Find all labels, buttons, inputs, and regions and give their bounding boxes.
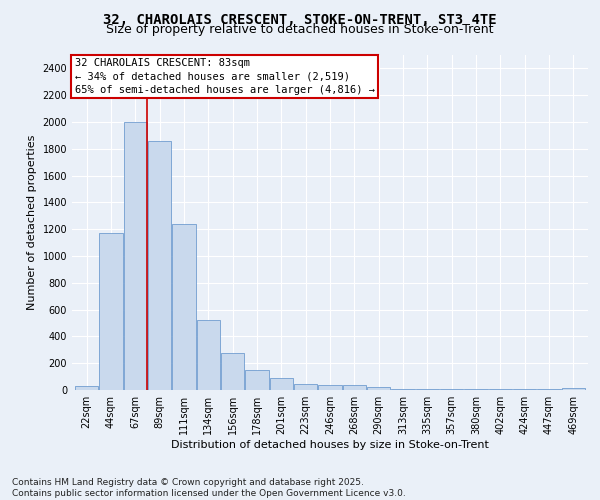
Bar: [343, 386, 366, 390]
Bar: [319, 384, 341, 390]
Text: 32 CHAROLAIS CRESCENT: 83sqm
← 34% of detached houses are smaller (2,519)
65% of: 32 CHAROLAIS CRESCENT: 83sqm ← 34% of de…: [74, 58, 374, 95]
Y-axis label: Number of detached properties: Number of detached properties: [27, 135, 37, 310]
Bar: [391, 388, 415, 390]
Text: Size of property relative to detached houses in Stoke-on-Trent: Size of property relative to detached ho…: [106, 22, 494, 36]
Bar: [148, 141, 171, 390]
Bar: [562, 388, 585, 390]
Text: Contains HM Land Registry data © Crown copyright and database right 2025.
Contai: Contains HM Land Registry data © Crown c…: [12, 478, 406, 498]
Bar: [100, 233, 122, 390]
Bar: [270, 378, 293, 390]
Text: 32, CHAROLAIS CRESCENT, STOKE-ON-TRENT, ST3 4TE: 32, CHAROLAIS CRESCENT, STOKE-ON-TRENT, …: [103, 12, 497, 26]
Bar: [221, 353, 244, 390]
Bar: [367, 388, 390, 390]
Bar: [197, 320, 220, 390]
X-axis label: Distribution of detached houses by size in Stoke-on-Trent: Distribution of detached houses by size …: [171, 440, 489, 450]
Bar: [245, 370, 269, 390]
Bar: [294, 384, 317, 390]
Bar: [75, 386, 98, 390]
Bar: [172, 224, 196, 390]
Bar: [124, 122, 147, 390]
